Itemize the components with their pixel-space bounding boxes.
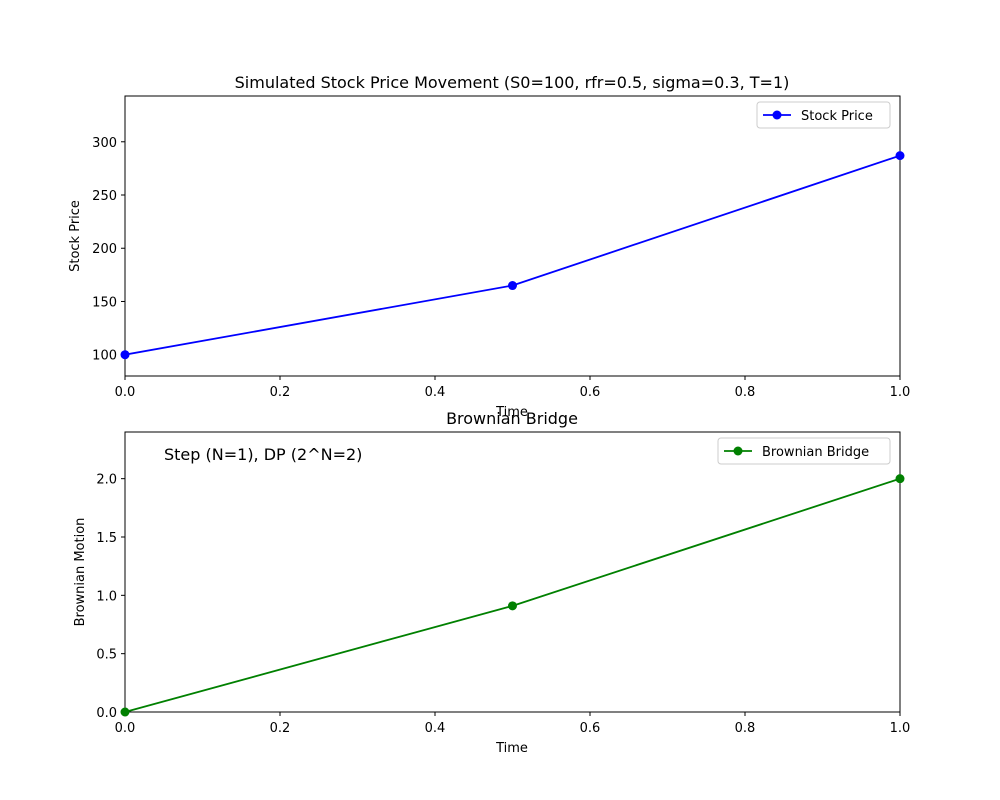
series-group (120, 151, 905, 360)
stock-price-chart: Simulated Stock Price Movement (S0=100, … (68, 73, 910, 420)
y-tick-label: 100 (92, 349, 117, 364)
y-tick-label: 1.0 (96, 589, 117, 604)
data-point (508, 601, 517, 611)
x-axis-label: Time (495, 741, 528, 756)
y-tick-label: 200 (92, 242, 117, 257)
legend-label: Brownian Bridge (762, 445, 869, 460)
y-axis-label: Brownian Motion (73, 518, 88, 627)
series-group (120, 474, 905, 717)
legend-marker (733, 446, 743, 456)
y-tick-label: 150 (92, 295, 117, 310)
plot-frame (124, 95, 901, 377)
x-tick-label: 0.8 (735, 721, 756, 736)
legend-box (717, 437, 891, 465)
chart-annotation: Step (N=1), DP (2^N=2) (164, 445, 362, 464)
x-tick-label: 1.0 (890, 721, 911, 736)
y-tick-label: 250 (92, 189, 117, 204)
x-tick-label: 0.0 (115, 385, 136, 400)
x-tick-label: 0.6 (580, 385, 601, 400)
data-point (508, 281, 517, 291)
chart-title: Simulated Stock Price Movement (S0=100, … (235, 73, 790, 92)
x-tick-label: 0.4 (425, 385, 446, 400)
x-tick-label: 0.2 (270, 385, 291, 400)
legend: Stock Price (756, 101, 891, 129)
data-point (895, 474, 905, 484)
x-tick-label: 0.6 (580, 721, 601, 736)
y-tick-label: 0.5 (96, 648, 117, 663)
x-tick-label: 0.2 (270, 721, 291, 736)
x-tick-label: 1.0 (890, 385, 911, 400)
y-tick-label: 1.5 (96, 531, 117, 546)
y-axis-label: Stock Price (68, 200, 83, 272)
data-point (895, 151, 905, 161)
chart-title: Brownian Bridge (446, 409, 578, 428)
x-tick-label: 0.8 (735, 385, 756, 400)
y-tick-label: 0.0 (96, 706, 117, 721)
y-tick-label: 300 (92, 136, 117, 151)
y-tick-label: 2.0 (96, 473, 117, 488)
x-tick-label: 0.4 (425, 721, 446, 736)
x-tick-label: 0.0 (115, 721, 136, 736)
data-point (120, 350, 130, 360)
legend-marker (772, 110, 782, 120)
plot-frame (124, 431, 901, 713)
data-point (120, 707, 130, 717)
legend-label: Stock Price (801, 109, 873, 124)
brownian-bridge-chart: Brownian Bridge Time Brownian Motion Ste… (73, 409, 910, 756)
x-axis-label: Time (495, 405, 528, 420)
legend: Brownian Bridge (717, 437, 891, 465)
legend-box (756, 101, 891, 129)
